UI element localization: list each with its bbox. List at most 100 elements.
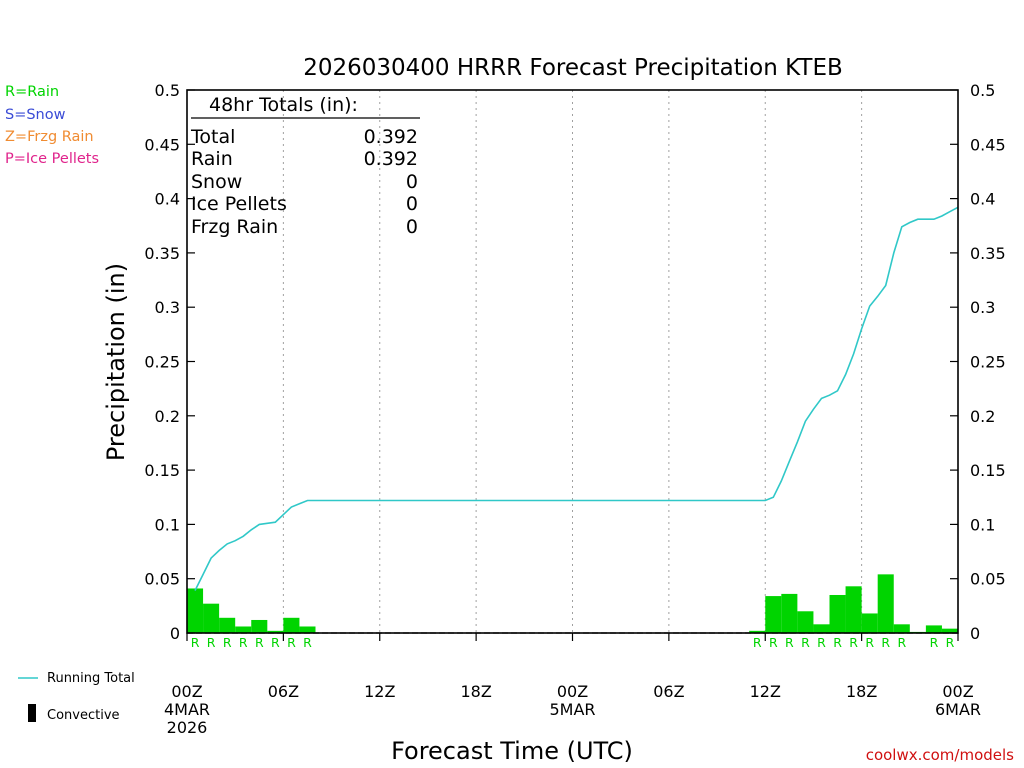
y-tick-label-right-0.15: 0.15 xyxy=(970,461,1006,480)
x-tick-label-4-0: 00Z xyxy=(557,682,588,701)
precip-type-label-hour-42: R xyxy=(849,635,858,650)
y-tick-label-right-0.2: 0.2 xyxy=(970,407,995,426)
y-tick-label-right-0.45: 0.45 xyxy=(970,135,1006,154)
y-tick-label-left-0.1: 0.1 xyxy=(155,515,180,534)
rain-bar-hour-39 xyxy=(797,611,814,633)
totals-frzg-rain-label: Frzg Rain xyxy=(191,216,278,238)
precip-type-label-hour-43: R xyxy=(865,635,874,650)
precip-type-label-hour-8: R xyxy=(303,635,312,650)
y-axis-ticks: 0 00.05 0.050.1 0.10.15 0.150.2 0.20.25 0.250.… xyxy=(144,81,1005,643)
totals-ice-pellets-label: Ice Pellets xyxy=(191,193,287,215)
rain-bar-hour-48 xyxy=(941,628,958,633)
precip-type-label-hour-36: R xyxy=(753,635,762,650)
precip-type-label-hour-1: R xyxy=(191,635,200,650)
rain-bar-hour-37 xyxy=(765,596,782,633)
y-tick-label-left-0.3: 0.3 xyxy=(155,298,180,317)
rain-bar-hour-42 xyxy=(845,586,862,633)
y-axis-label: Precipitation (in) xyxy=(102,263,130,461)
x-tick-label-3-0: 18Z xyxy=(460,682,491,701)
x-tick-label-0-1: 4MAR xyxy=(164,700,210,719)
precip-type-label-hour-5: R xyxy=(255,635,264,650)
y-tick-label-left-0.15: 0.15 xyxy=(144,461,180,480)
y-tick-label-right-0.05: 0.05 xyxy=(970,570,1006,589)
precip-type-label-hour-7: R xyxy=(287,635,296,650)
rain-bar-hour-6 xyxy=(267,630,284,633)
convective-legend-swatch xyxy=(28,704,36,722)
y-tick-label-left-0.25: 0.25 xyxy=(144,353,180,372)
rain-bar-hour-8 xyxy=(299,626,316,633)
rain-bar-hour-43 xyxy=(861,613,878,633)
x-tick-label-7-0: 18Z xyxy=(846,682,877,701)
x-axis-label: Forecast Time (UTC) xyxy=(391,737,633,765)
rain-bar-hour-41 xyxy=(829,594,846,633)
rain-bar-hour-40 xyxy=(813,624,830,633)
legend-snow: S=Snow xyxy=(5,107,66,123)
precip-type-label-hour-45: R xyxy=(897,635,906,650)
y-tick-label-left-0.35: 0.35 xyxy=(144,244,180,263)
x-tick-label-1-0: 06Z xyxy=(268,682,299,701)
precip-type-label-hour-39: R xyxy=(801,635,810,650)
rain-bar-hour-3 xyxy=(219,617,236,633)
convective-legend-label: Convective xyxy=(47,708,120,723)
precip-type-label-hour-3: R xyxy=(223,635,232,650)
x-tick-label-4-1: 5MAR xyxy=(549,700,595,719)
rain-bar-hour-7 xyxy=(283,617,300,633)
legend-frzg-rain: Z=Frzg Rain xyxy=(5,129,94,145)
rain-bar-hour-44 xyxy=(877,574,894,633)
legend-rain: R=Rain xyxy=(5,84,59,100)
y-tick-label-right-0.1: 0.1 xyxy=(970,515,995,534)
precip-type-label-hour-37: R xyxy=(769,635,778,650)
x-tick-label-5-0: 06Z xyxy=(653,682,684,701)
precip-type-label-hour-47: R xyxy=(930,635,939,650)
totals-header: 48hr Totals (in): xyxy=(209,94,358,116)
x-tick-label-0-2: 2026 xyxy=(167,718,208,737)
precip-type-label-hour-40: R xyxy=(817,635,826,650)
totals-ice-pellets-value: 0 xyxy=(406,193,418,215)
rain-bar-hour-47 xyxy=(925,625,942,633)
x-tick-label-6-0: 12Z xyxy=(750,682,781,701)
y-tick-label-right-0.25: 0.25 xyxy=(970,353,1006,372)
hourly-rain-bars xyxy=(187,574,958,633)
y-tick-label-left-0: 0 xyxy=(170,624,180,643)
totals-rain-value: 0.392 xyxy=(364,148,418,170)
rain-bar-hour-2 xyxy=(203,603,220,633)
precip-type-label-hour-6: R xyxy=(271,635,280,650)
y-tick-label-right-0.3: 0.3 xyxy=(970,298,995,317)
chart-title: 2026030400 HRRR Forecast Precipitation K… xyxy=(303,55,843,81)
totals-box: 48hr Totals (in): Total 0.392 Rain 0.392… xyxy=(190,94,420,238)
x-tick-label-8-0: 00Z xyxy=(942,682,973,701)
precip-type-label-hour-2: R xyxy=(207,635,216,650)
totals-total-value: 0.392 xyxy=(364,126,418,148)
y-tick-label-left-0.4: 0.4 xyxy=(155,190,180,209)
x-tick-label-2-0: 12Z xyxy=(364,682,395,701)
totals-rain-label: Rain xyxy=(191,148,233,170)
y-tick-label-right-0.5: 0.5 xyxy=(970,81,995,100)
x-tick-label-0-0: 00Z xyxy=(171,682,202,701)
y-tick-label-left-0.45: 0.45 xyxy=(144,135,180,154)
precip-type-label-hour-44: R xyxy=(881,635,890,650)
precip-type-label-hour-41: R xyxy=(833,635,842,650)
rain-bar-hour-1 xyxy=(187,588,204,633)
totals-snow-label: Snow xyxy=(191,171,242,193)
precip-type-label-hour-48: R xyxy=(946,635,955,650)
totals-snow-value: 0 xyxy=(406,171,418,193)
rain-bar-hour-5 xyxy=(251,619,268,633)
y-tick-label-left-0.2: 0.2 xyxy=(155,407,180,426)
rain-bar-hour-45 xyxy=(893,624,910,633)
rain-bar-hour-36 xyxy=(749,630,766,633)
legend-ice-pellets: P=Ice Pellets xyxy=(5,151,99,167)
running-total-legend-label: Running Total xyxy=(47,671,135,686)
rain-bar-hour-38 xyxy=(781,593,798,633)
chart-gridlines xyxy=(282,90,863,633)
y-tick-label-left-0.5: 0.5 xyxy=(155,81,180,100)
source-url: coolwx.com/models xyxy=(866,746,1014,764)
precip-type-label-hour-38: R xyxy=(785,635,794,650)
y-tick-label-right-0.4: 0.4 xyxy=(970,190,995,209)
y-tick-label-right-0.35: 0.35 xyxy=(970,244,1006,263)
totals-total-label: Total xyxy=(190,126,235,148)
rain-bar-hour-4 xyxy=(235,626,252,633)
precip-type-label-hour-4: R xyxy=(239,635,248,650)
